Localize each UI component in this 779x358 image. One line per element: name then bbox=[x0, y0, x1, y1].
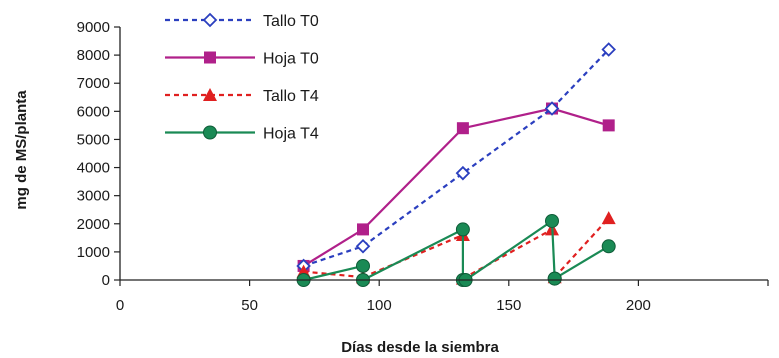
data-point bbox=[547, 271, 562, 286]
series-line bbox=[553, 217, 610, 278]
x-tick-label: 150 bbox=[496, 297, 521, 314]
data-point bbox=[544, 101, 560, 116]
data-point bbox=[203, 88, 217, 101]
y-tick-label: 9000 bbox=[77, 19, 110, 36]
x-axis-title: Días desde la siembra bbox=[341, 339, 499, 356]
data-point bbox=[204, 51, 216, 64]
data-point bbox=[456, 122, 469, 135]
legend: Tallo T0 Hoja T0 Tallo T4 Hoja T4 bbox=[165, 12, 319, 143]
x-tick-label: 0 bbox=[116, 297, 124, 314]
data-point bbox=[601, 211, 616, 225]
plot-area bbox=[296, 42, 616, 287]
data-point bbox=[355, 238, 371, 254]
x-tick-label: 200 bbox=[626, 297, 651, 314]
series-line bbox=[303, 264, 364, 282]
series-tallo-t0 bbox=[296, 42, 616, 274]
legend-label: Tallo T0 bbox=[263, 13, 319, 30]
legend-item: Tallo T4 bbox=[165, 88, 319, 105]
y-tick-label: 3000 bbox=[77, 188, 110, 205]
y-tick-label: 2000 bbox=[77, 216, 110, 233]
y-tick-label: 6000 bbox=[77, 103, 110, 120]
series-hoja-t4 bbox=[296, 213, 616, 287]
series-line bbox=[362, 234, 464, 279]
legend-item: Hoja T0 bbox=[165, 51, 319, 68]
data-point bbox=[357, 223, 369, 236]
series-line bbox=[303, 107, 610, 267]
y-tick-label: 1000 bbox=[77, 244, 110, 261]
data-point bbox=[455, 222, 470, 237]
series-line bbox=[554, 245, 610, 280]
series-line bbox=[462, 228, 553, 280]
data-point bbox=[601, 42, 616, 57]
data-point bbox=[601, 239, 616, 254]
legend-label: Hoja T4 bbox=[263, 126, 319, 143]
series-tallo-t4 bbox=[296, 211, 616, 285]
data-point bbox=[202, 12, 218, 28]
y-tick-label: 5000 bbox=[77, 131, 110, 148]
series-line bbox=[464, 218, 556, 281]
y-tick-label: 8000 bbox=[77, 47, 110, 64]
data-point bbox=[602, 119, 615, 132]
data-point bbox=[356, 258, 370, 273]
x-tick-label: 50 bbox=[241, 297, 258, 314]
legend-label: Tallo T4 bbox=[263, 88, 319, 105]
legend-item: Tallo T0 bbox=[165, 12, 319, 30]
data-point bbox=[455, 165, 471, 181]
series-hoja-t0 bbox=[297, 102, 615, 272]
axes: 0 1000 2000 3000 4000 5000 6000 7000 8000 9000 0 50… bbox=[77, 19, 769, 314]
legend-item: Hoja T4 bbox=[165, 125, 319, 143]
series-line bbox=[362, 227, 464, 281]
x-tick-label: 100 bbox=[367, 297, 392, 314]
legend-label: Hoja T0 bbox=[263, 51, 319, 68]
data-point bbox=[545, 213, 559, 228]
y-axis-title: mg de MS/planta bbox=[13, 90, 30, 210]
y-tick-label: 4000 bbox=[77, 160, 110, 177]
y-tick-label: 7000 bbox=[77, 75, 110, 92]
y-tick-label: 0 bbox=[102, 272, 110, 289]
data-point bbox=[203, 125, 217, 140]
series-line bbox=[303, 270, 364, 279]
